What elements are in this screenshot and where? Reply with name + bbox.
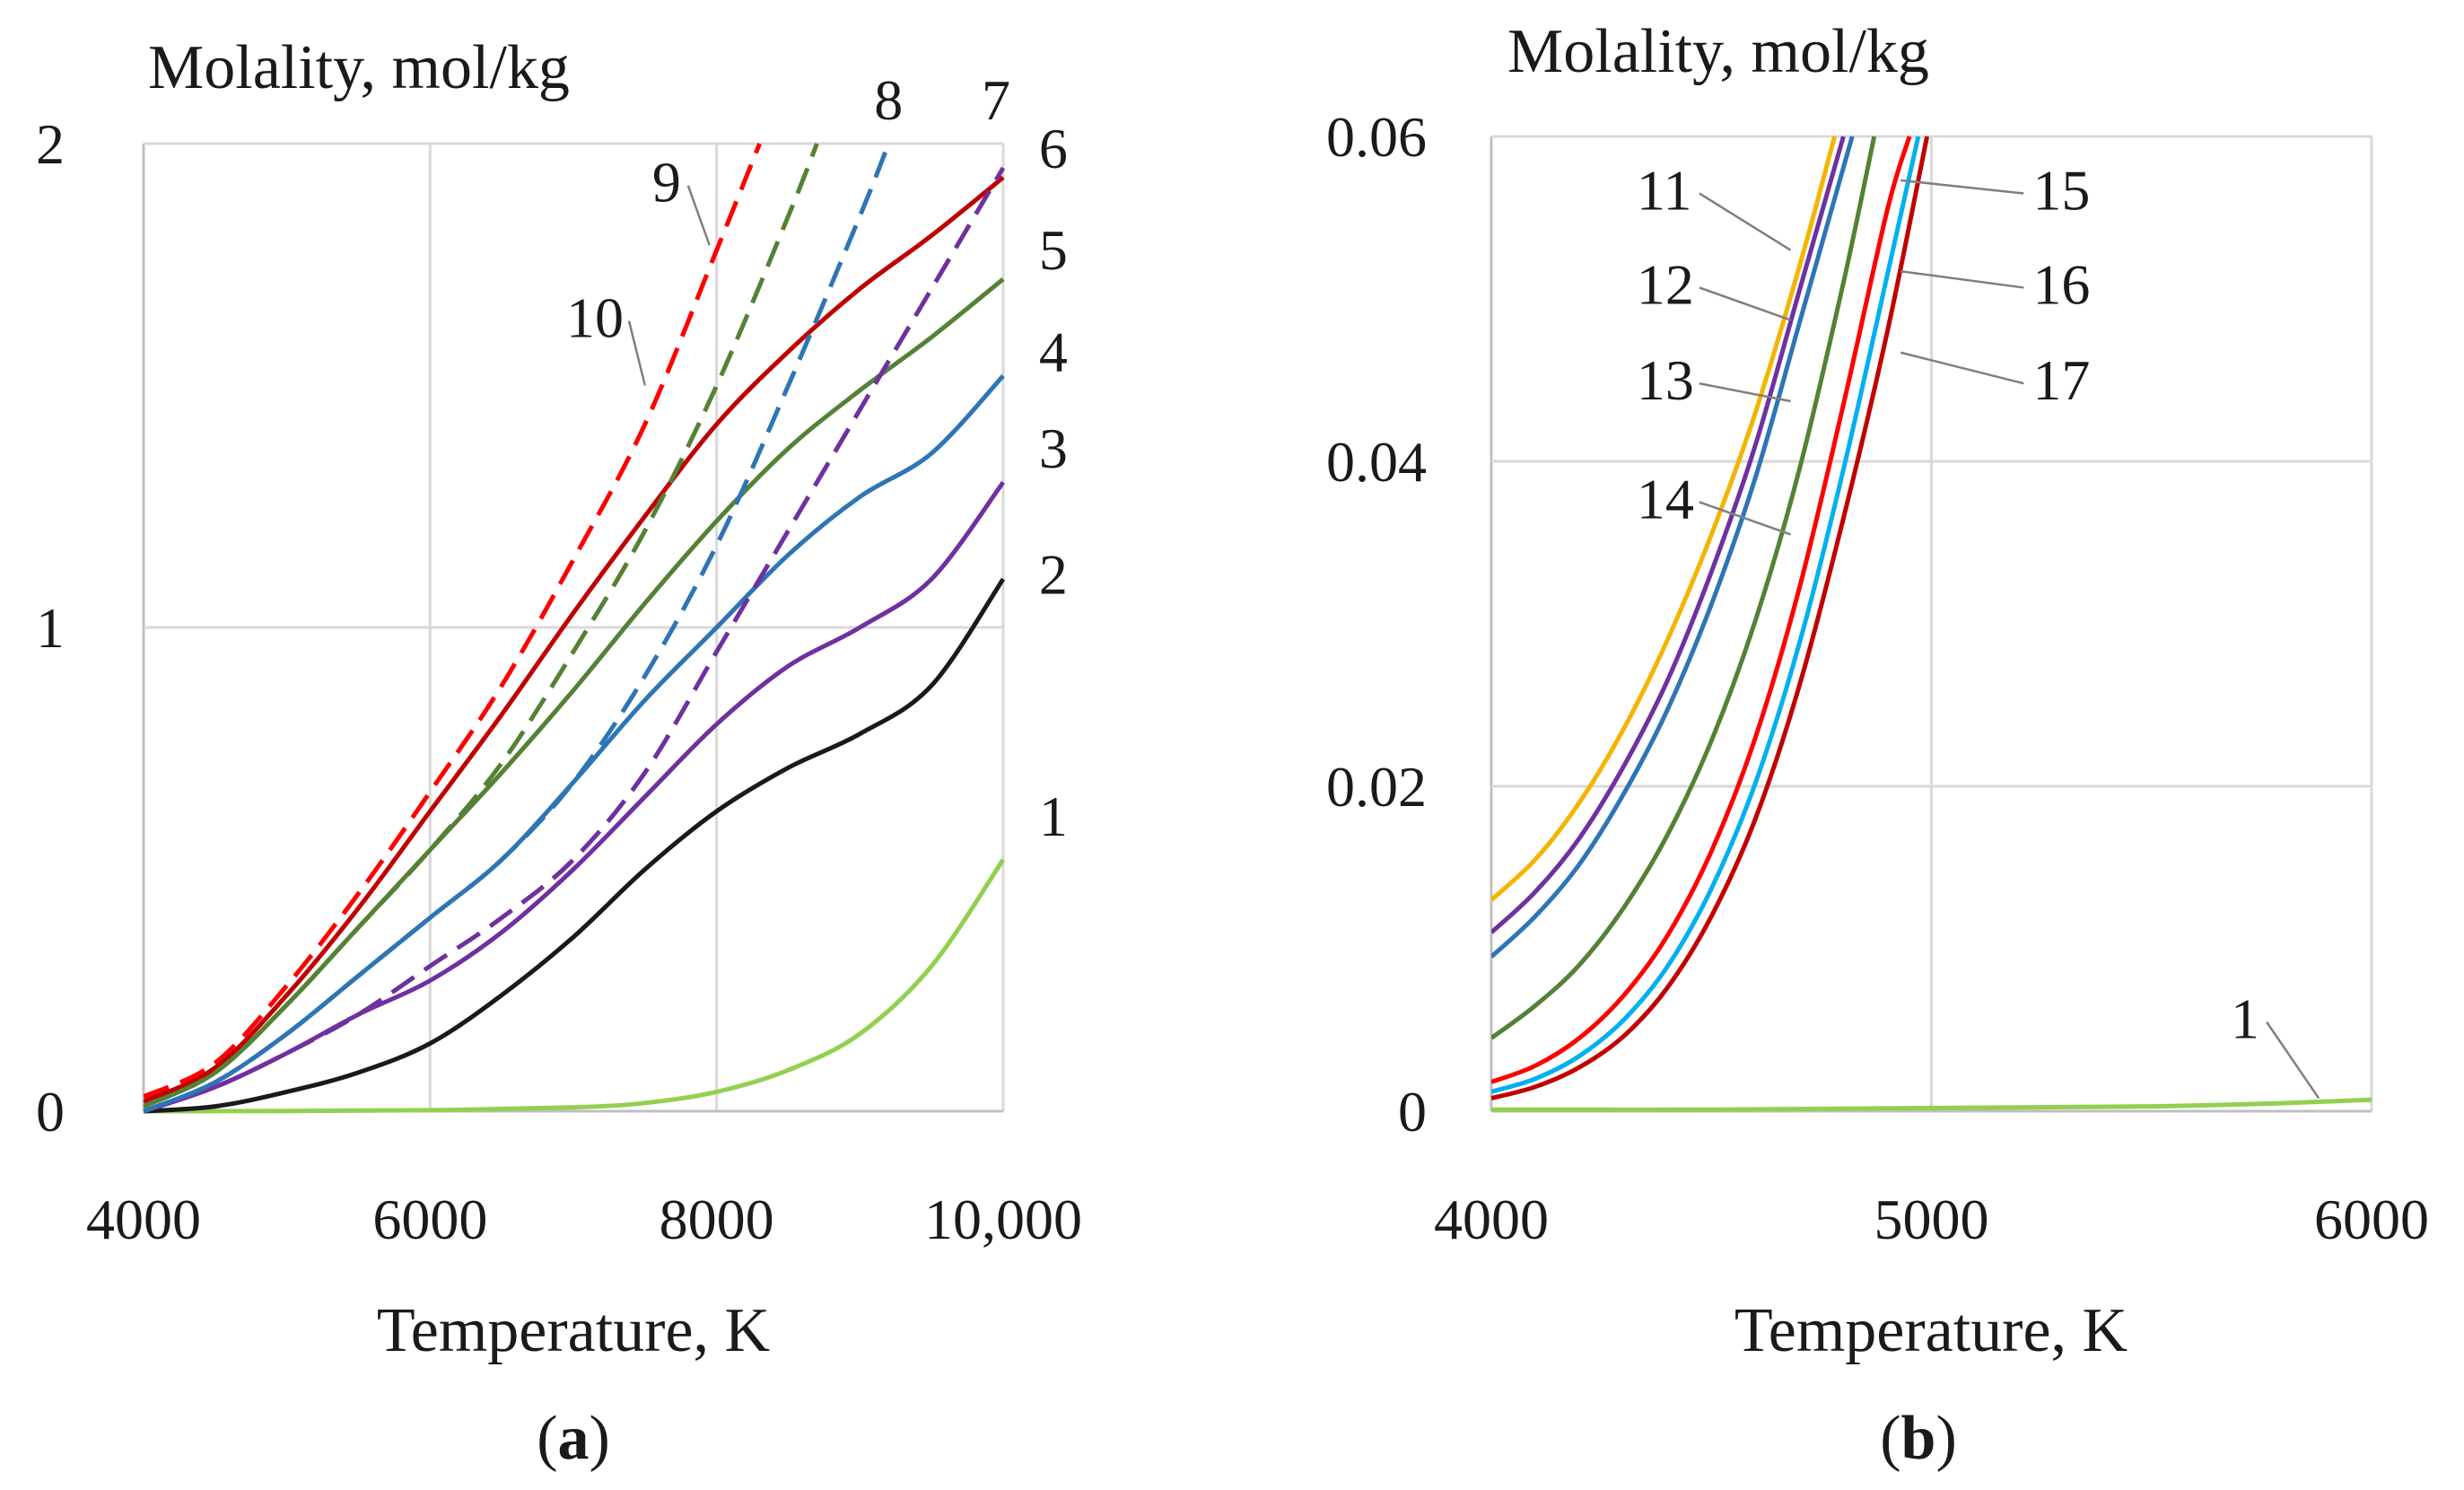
panel-a-ytick-label-0: 0 (36, 1080, 65, 1144)
panel-a-y-axis-label: Molality, mol/kg (148, 33, 570, 102)
panel-b-ytick-label-0-02: 0.02 (1326, 755, 1427, 819)
panel-b-xtick-label-5000: 5000 (1874, 1188, 1989, 1251)
panel-a-series-line-3 (144, 480, 1006, 1114)
panel-a-curve-label-8: 8 (874, 68, 903, 132)
panel-a-curve-label-1: 1 (1039, 784, 1068, 848)
panel-a-curve-label-3: 3 (1039, 416, 1068, 480)
panel-b-ytick-label-0: 0 (1398, 1080, 1427, 1144)
panel-a-xtick-label-8000: 8000 (660, 1188, 774, 1251)
panel-a-series-line-9 (144, 143, 819, 1109)
panel-a-series-line-10 (144, 143, 762, 1100)
panel-b-leader-line-14 (1699, 501, 1791, 536)
panel-a-series-line-6 (144, 175, 1005, 1104)
panel-a-xtick-label-6000: 6000 (372, 1188, 487, 1251)
panel-b-leader-line-17 (1900, 351, 2024, 385)
panel-b-x-axis-label: Temperature, K (1734, 1296, 2128, 1365)
panel-b-ytick-label-0-06: 0.06 (1326, 105, 1427, 169)
panel-a-leader-line-9 (686, 185, 711, 246)
panel-b-series-line-11 (1491, 136, 1838, 902)
panel-b-leader-line-12 (1699, 286, 1791, 321)
panel-b-leader-line-16 (1900, 269, 2024, 289)
panel-b-ytick-label-0-04: 0.04 (1326, 430, 1427, 494)
panel-b-curve-label-11: 11 (1637, 158, 1692, 222)
panel-a-x-axis-label: Temperature, K (377, 1296, 770, 1365)
panel-a-series-line-2 (144, 577, 1006, 1114)
panel-a-curve-label-9: 9 (652, 151, 681, 215)
panel-a-xtick-label-10-000: 10,000 (924, 1188, 1082, 1251)
panel-a-series-line-8 (144, 143, 891, 1114)
panel-b-curve-label-16: 16 (2032, 252, 2090, 316)
panel-b-panel-label: (b) (1880, 1404, 1957, 1473)
panel-b-series-line-13 (1491, 136, 1855, 959)
panel-a-leader-line-10 (627, 320, 647, 386)
panel-a-ytick-label-1: 1 (36, 596, 65, 660)
panel-b-curve-label-17: 17 (2032, 348, 2090, 412)
panel-b-series-line-15 (1491, 136, 1912, 1084)
panel-b-leader-line-11 (1699, 192, 1792, 251)
panel-b: 4000 5000 6000 0 0.02 0.04 0.06 Molality, mol/k… (1326, 17, 2429, 1473)
panel-a-series-line-5 (144, 276, 1005, 1109)
panel-b-curve-label-13: 13 (1637, 348, 1694, 412)
panel-a-curve-label-4: 4 (1039, 320, 1068, 383)
panel-b-leader-line-13 (1699, 381, 1791, 403)
panel-b-series-line-17 (1491, 136, 1930, 1100)
panel-b-series-line-12 (1491, 136, 1846, 934)
panel-a-curve-label-7: 7 (982, 68, 1010, 132)
panel-b-leader-line-15 (1900, 179, 2024, 195)
panel-b-series-line-14 (1491, 136, 1877, 1040)
panel-a-ytick-label-2: 2 (36, 112, 65, 176)
panel-b-leader-line-1 (2266, 1021, 2320, 1100)
panel-b-xtick-label-6000: 6000 (2314, 1188, 2429, 1251)
panel-b-curve-label-12: 12 (1637, 252, 1694, 316)
panel-b-curve-label-1: 1 (2231, 987, 2259, 1051)
panel-a-series-line-7 (144, 166, 1006, 1114)
panel-a-curve-label-10: 10 (566, 286, 624, 350)
panel-b-curve-label-15: 15 (2032, 158, 2090, 222)
panel-a-xtick-label-4000: 4000 (86, 1188, 201, 1251)
panel-a-curve-label-2: 2 (1039, 542, 1068, 606)
panel-a: 4000 6000 8000 10,000 0 1 2 Molality, mol/kg Tem… (36, 33, 1082, 1473)
panel-b-xtick-label-4000: 4000 (1434, 1188, 1549, 1251)
panel-b-curve-label-14: 14 (1637, 467, 1694, 530)
panel-a-series-line-1 (144, 858, 1006, 1114)
panel-b-y-axis-label: Molality, mol/kg (1507, 17, 1929, 86)
panel-b-series-line-1 (1491, 1097, 2372, 1112)
panel-b-series-line-16 (1491, 136, 1921, 1094)
panel-a-curve-label-6: 6 (1039, 117, 1068, 180)
panel-a-panel-label: (a) (537, 1404, 610, 1473)
panel-a-curve-label-5: 5 (1039, 218, 1068, 282)
